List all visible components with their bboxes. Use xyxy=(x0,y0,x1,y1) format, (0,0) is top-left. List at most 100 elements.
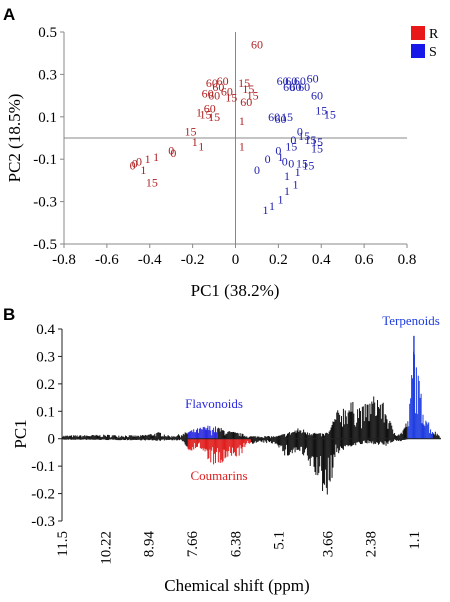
loadings-x-tick-label: 8.94 xyxy=(142,531,158,558)
score-point-s: 15 xyxy=(311,142,323,156)
pca-legend: RS xyxy=(411,26,439,60)
pca-scores-plot: -0.8 -0.6 -0.4 -0.2 0 0.2 0.4 0.6 0.8 0.5 0.3 0.1 -0… xyxy=(5,25,439,300)
score-point-r: 60 xyxy=(240,95,252,109)
score-point-r: 15 xyxy=(199,108,211,122)
score-point-r: 0 xyxy=(130,159,136,173)
score-point-s: 60 xyxy=(285,74,297,88)
score-point-s: 0 xyxy=(275,144,281,158)
score-point-s: 1 xyxy=(295,165,301,179)
loadings-y-tick-label: 0 xyxy=(48,432,56,448)
score-point-s: 60 xyxy=(290,80,302,94)
loadings-x-axis-title: Chemical shift (ppm) xyxy=(164,576,309,595)
score-point-s: 1 xyxy=(269,199,275,213)
score-point-r: 15 xyxy=(225,91,237,105)
score-point-r: 60 xyxy=(208,89,220,103)
score-point-s: 15 xyxy=(302,159,314,173)
score-point-s: 60 xyxy=(294,74,306,88)
loadings-x-tick-label: 1.1 xyxy=(407,531,423,550)
legend-swatch-r xyxy=(411,26,425,40)
score-point-s: 0 xyxy=(282,154,288,168)
score-point-r: 60 xyxy=(212,80,224,94)
score-point-r: 1 xyxy=(239,139,245,153)
loadings-x-tick-label: 5.1 xyxy=(272,531,288,550)
loadings-x-tick-label: 10.22 xyxy=(98,531,114,565)
pca-y-tick-label: -0.1 xyxy=(33,152,57,168)
loadings-plot: 0.4 0.3 0.2 0.1 0 -0.1 -0.2 -0.311.5 10.22 8.94 7.… xyxy=(11,313,441,595)
score-point-s: 0 xyxy=(254,163,260,177)
loadings-y-tick-label: 0.3 xyxy=(36,349,55,365)
loadings-x-tick-label: 11.5 xyxy=(55,531,71,557)
score-point-s: 15 xyxy=(315,103,327,117)
score-point-r: 60 xyxy=(204,101,216,115)
pca-x-tick-label: 0.2 xyxy=(269,252,288,268)
score-point-r: 0 xyxy=(168,144,174,158)
loadings-x-tick-label: 3.66 xyxy=(320,531,336,558)
score-point-s: 0 xyxy=(290,133,296,147)
score-point-s: 15 xyxy=(298,129,310,143)
score-point-s: 60 xyxy=(311,89,323,103)
score-point-r: 15 xyxy=(238,76,250,90)
panel-b-label: B xyxy=(3,305,15,324)
pca-x-tick-label: 0.6 xyxy=(355,252,374,268)
score-point-s: 15 xyxy=(311,135,323,149)
pca-y-tick-label: 0.5 xyxy=(38,25,57,41)
score-point-r: 60 xyxy=(206,76,218,90)
score-point-r: 1 xyxy=(192,135,198,149)
pca-x-tick-label: 0 xyxy=(232,252,240,268)
score-point-s: 1 xyxy=(284,184,290,198)
score-point-r: 0 xyxy=(136,154,142,168)
loadings-y-axis-title: PC1 xyxy=(11,419,30,448)
score-point-s: 1 xyxy=(278,150,284,164)
score-point-r: 0 xyxy=(170,146,176,160)
score-point-r: 15 xyxy=(184,125,196,139)
score-point-s: 15 xyxy=(285,139,297,153)
flavonoids-annotation: Flavonoids xyxy=(185,396,243,411)
score-point-r: 60 xyxy=(251,38,263,52)
score-point-s: 60 xyxy=(307,72,319,86)
score-point-r: 60 xyxy=(202,86,214,100)
loadings-x-tick-label: 7.66 xyxy=(185,531,201,558)
legend-label-s: S xyxy=(429,45,437,60)
score-point-s: 60 xyxy=(298,80,310,94)
pca-x-tick-label: 0.4 xyxy=(312,252,331,268)
loadings-y-tick-label: 0.1 xyxy=(36,404,55,420)
legend-label-r: R xyxy=(429,27,439,42)
pca-y-axis-title: PC2 (18.5%) xyxy=(5,94,24,183)
score-point-r: 1 xyxy=(239,114,245,128)
score-point-r: 1 xyxy=(145,152,151,166)
pca-x-tick-label: -0.6 xyxy=(95,252,119,268)
score-point-s: 60 xyxy=(268,110,280,124)
loadings-x-tick-label: 6.38 xyxy=(228,531,244,557)
score-point-s: 1 xyxy=(263,203,269,217)
score-point-r: 15 xyxy=(242,82,254,96)
score-point-r: 60 xyxy=(217,74,229,88)
loadings-y-tick-label: -0.3 xyxy=(31,514,55,530)
score-point-s: 15 xyxy=(324,108,336,122)
score-point-s: 15 xyxy=(305,133,317,147)
score-point-r: 1 xyxy=(140,163,146,177)
pca-x-tick-label: -0.2 xyxy=(181,252,205,268)
loadings-y-tick-label: -0.2 xyxy=(31,487,55,503)
score-point-r: 0 xyxy=(132,156,138,170)
pca-y-tick-label: -0.3 xyxy=(33,195,57,211)
score-point-s: 60 xyxy=(277,74,289,88)
legend-swatch-s xyxy=(411,44,425,58)
pca-y-tick-label: 0.1 xyxy=(38,110,57,126)
score-point-r: 1 xyxy=(196,106,202,120)
score-point-r: 60 xyxy=(221,84,233,98)
loadings-x-tick-label: 2.38 xyxy=(364,531,380,557)
score-point-r: 15 xyxy=(247,89,259,103)
score-point-r: 1 xyxy=(198,139,204,153)
score-point-r: 1 xyxy=(153,150,159,164)
score-point-s: 60 xyxy=(275,112,287,126)
pca-x-axis-title: PC1 (38.2%) xyxy=(191,281,280,300)
score-point-s: 0 xyxy=(288,156,294,170)
pca-x-tick-label: 0.8 xyxy=(398,252,417,268)
coumarins-annotation: Coumarins xyxy=(190,468,247,483)
pca-x-tick-label: -0.4 xyxy=(138,252,162,268)
pca-y-tick-label: -0.5 xyxy=(33,237,57,253)
pca-y-tick-label: 0.3 xyxy=(38,67,57,83)
score-point-s: 15 xyxy=(296,156,308,170)
score-point-s: 0 xyxy=(265,152,271,166)
panel-a-label: A xyxy=(3,5,15,24)
